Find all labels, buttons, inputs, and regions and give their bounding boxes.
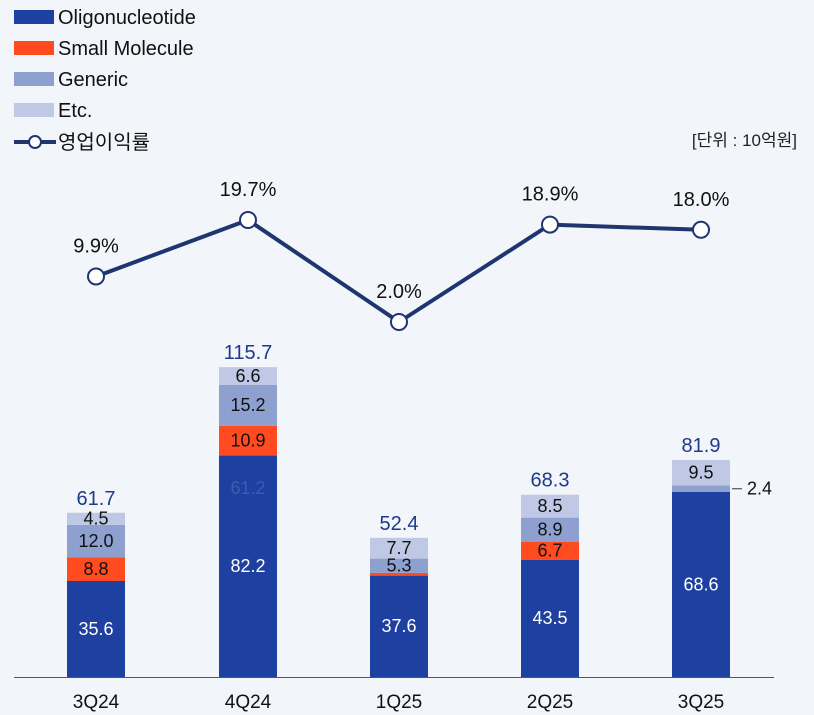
value-label-generic-2q25: 8.9 <box>537 519 562 539</box>
category-label-3q25: 3Q25 <box>678 692 724 713</box>
line-marker-3q25 <box>692 220 710 239</box>
value-label-generic-3q24: 12.0 <box>78 531 113 551</box>
value-label-small-molecule-3q24: 8.8 <box>83 559 108 579</box>
value-label-etc-4q24: 6.6 <box>235 366 260 386</box>
bar-generic-3q25 <box>672 485 730 493</box>
value-label-generic-1q25: 5.3 <box>386 556 411 576</box>
category-label-1q25: 1Q25 <box>376 692 422 713</box>
bar-oligonucleotide-3q24 <box>67 581 125 677</box>
value-label-oligonucleotide-3q25: 68.6 <box>683 574 718 594</box>
value-label-etc-3q24: 4.5 <box>83 509 108 529</box>
line-label-2q25: 18.9% <box>522 184 579 206</box>
value-label-etc-1q25: 7.7 <box>386 538 411 558</box>
legend-swatch-small-molecule <box>14 41 54 55</box>
category-label-3q24: 3Q24 <box>73 692 120 713</box>
line-marker-3q24 <box>87 267 105 286</box>
bar-small-molecule-3q24 <box>67 557 125 581</box>
value-label-oligonucleotide-1q25: 37.6 <box>381 616 416 636</box>
bar-small-molecule-4q24 <box>219 425 277 456</box>
line-marker-4q24 <box>239 211 257 229</box>
value-label-oligonucleotide-2q25: 43.5 <box>532 608 567 628</box>
operating-margin-line <box>95 218 702 324</box>
bar-generic-2q25 <box>521 517 579 542</box>
bar-generic-4q24 <box>219 384 277 426</box>
legend-label-etc: Etc. <box>58 100 92 122</box>
bar-oligonucleotide-3q25 <box>672 492 730 677</box>
total-label-1q25: 52.4 <box>380 513 419 535</box>
bar-etc-1q25 <box>370 537 428 559</box>
value-label-etc-2q25: 8.5 <box>537 496 562 516</box>
line-marker-1q25 <box>390 313 408 331</box>
ghost-value-label-4q24: 61.2 <box>230 478 265 498</box>
total-label-3q24: 61.7 <box>77 488 116 510</box>
legend-swatch-oligonucleotide <box>14 10 54 24</box>
bar-small-molecule-1q25 <box>370 572 428 576</box>
value-label-small-molecule-4q24: 10.9 <box>230 430 265 450</box>
line-label-4q24: 19.7% <box>220 179 277 201</box>
legend-label-small-molecule: Small Molecule <box>58 38 194 60</box>
line-label-1q25: 2.0% <box>376 281 422 303</box>
bar-oligonucleotide-4q24 <box>219 455 277 677</box>
value-label-etc-3q25: 9.5 <box>688 462 713 482</box>
value-label-small-molecule-2q25: 6.7 <box>537 540 562 560</box>
legend-label-operating-margin: 영업이익률 <box>58 131 150 154</box>
bar-oligonucleotide-1q25 <box>370 575 428 677</box>
bar-oligonucleotide-2q25 <box>521 559 579 677</box>
bar-etc-4q24 <box>219 367 277 385</box>
bar-etc-3q24 <box>67 512 125 525</box>
legend-line-marker <box>28 135 42 149</box>
bar-etc-3q25 <box>672 459 730 486</box>
legend-label-oligonucleotide: Oligonucleotide <box>58 7 196 29</box>
total-label-3q25: 81.9 <box>682 435 721 457</box>
value-label-generic-4q24: 15.2 <box>230 395 265 415</box>
total-label-2q25: 68.3 <box>531 470 570 492</box>
category-label-2q25: 2Q25 <box>527 692 573 713</box>
line-label-3q25: 18.0% <box>673 189 730 211</box>
unit-label: [단위 : 10억원] <box>692 131 797 150</box>
bar-generic-1q25 <box>370 558 428 573</box>
value-label-oligonucleotide-3q24: 35.6 <box>78 619 113 639</box>
total-label-4q24: 115.7 <box>224 342 273 364</box>
value-label-generic-3q25: 2.4 <box>747 479 772 499</box>
legend-label-generic: Generic <box>58 69 128 91</box>
value-label-oligonucleotide-4q24: 82.2 <box>230 556 265 576</box>
line-label-3q24: 9.9% <box>73 235 119 257</box>
bar-generic-3q24 <box>67 524 125 558</box>
bar-small-molecule-2q25 <box>521 541 579 560</box>
legend-swatch-etc <box>14 103 54 117</box>
bar-etc-2q25 <box>521 494 579 518</box>
category-label-4q24: 4Q24 <box>225 692 272 713</box>
line-marker-2q25 <box>541 215 559 234</box>
legend-swatch-generic <box>14 72 54 86</box>
